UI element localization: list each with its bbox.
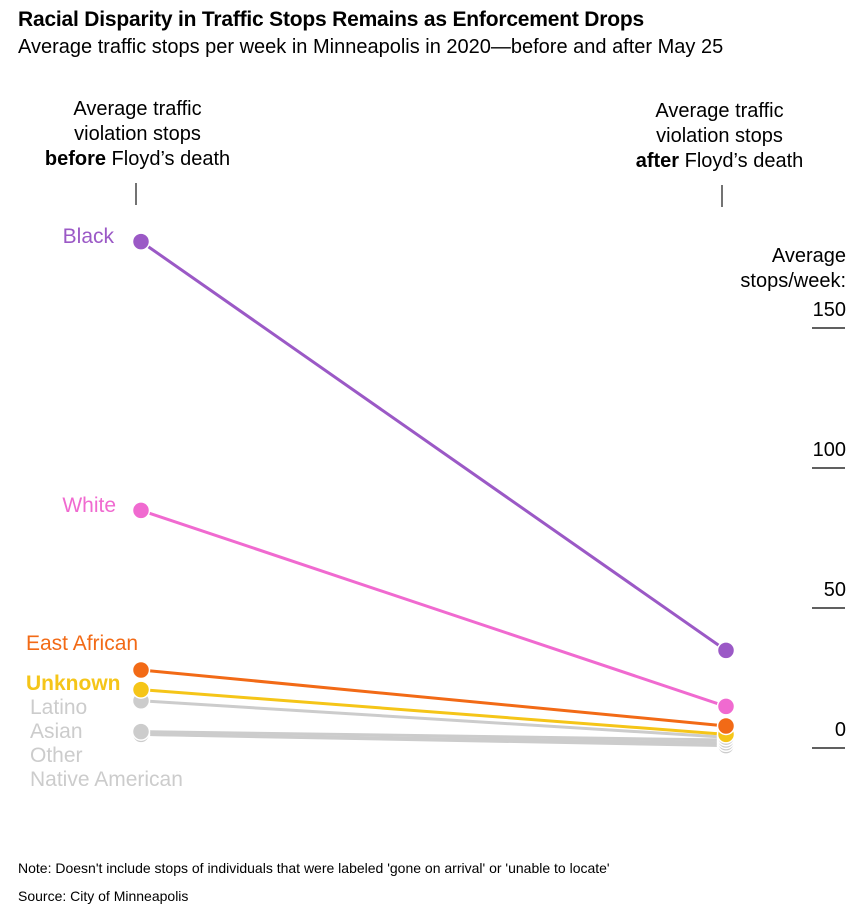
- chart-subtitle: Average traffic stops per week in Minnea…: [18, 36, 724, 58]
- series-label-other: Other: [30, 744, 83, 767]
- series-lines: [131, 232, 736, 755]
- after-label-line3: after Floyd’s death: [612, 149, 827, 174]
- series-label-asian: Asian: [30, 720, 83, 743]
- y-tick-label: 0: [835, 719, 846, 741]
- series-line-other: [139, 732, 728, 745]
- after-point-black: [716, 641, 736, 660]
- before-point-asian: [131, 722, 151, 741]
- series-line-asian: [139, 730, 728, 742]
- y-tick-label: 150: [813, 299, 846, 321]
- after-label-line1: Average traffic: [655, 100, 784, 122]
- after-point-white: [716, 697, 736, 716]
- before-bold-word: before: [44, 148, 106, 170]
- after-point-east-african: [716, 716, 736, 736]
- series-labels: Black White East African UnknownLatinoAsian…: [26, 225, 183, 791]
- after-column-label: Average traffic violation stops after Fl…: [612, 99, 827, 174]
- series-label-native-american: Native American: [30, 768, 183, 791]
- series-label-unknown: Unknown: [26, 672, 121, 695]
- before-label-line3: before Floyd’s death: [30, 147, 245, 172]
- series-label-white: White: [62, 494, 116, 517]
- y-axis-label-line1: Average: [772, 245, 846, 267]
- series-label-black: Black: [63, 225, 115, 248]
- series-line-white: [139, 508, 728, 708]
- before-label-line1: Average traffic: [73, 98, 202, 120]
- series-label-east-african: East African: [26, 632, 138, 655]
- before-label-line2: violation stops: [74, 123, 201, 145]
- y-tick-label: 100: [813, 439, 846, 461]
- y-axis: Average stops/week: 0 50 100 150: [740, 245, 846, 749]
- y-tick-label: 50: [824, 579, 846, 601]
- chart-source: Source: City of Minneapolis: [18, 888, 189, 904]
- before-point-east-african: [131, 660, 151, 680]
- chart-title: Racial Disparity in Traffic Stops Remain…: [18, 8, 644, 31]
- series-line-latino: [139, 699, 728, 739]
- series-line-east-african: [139, 668, 728, 728]
- before-point-black: [131, 232, 151, 251]
- series-line-unknown: [139, 688, 728, 736]
- before-column-label: Average traffic violation stops before F…: [30, 97, 245, 172]
- before-point-white: [131, 501, 151, 520]
- series-label-latino: Latino: [30, 696, 87, 719]
- after-label-line2: violation stops: [656, 125, 783, 147]
- series-line-black: [139, 240, 728, 652]
- y-axis-label-line2: stops/week:: [740, 270, 846, 292]
- before-point-unknown: [131, 680, 151, 699]
- after-bold-word: after: [635, 150, 680, 172]
- after-label-rest: Floyd’s death: [679, 150, 804, 172]
- chart-note: Note: Doesn't include stops of individua…: [18, 860, 610, 876]
- before-label-rest: Floyd’s death: [105, 148, 231, 170]
